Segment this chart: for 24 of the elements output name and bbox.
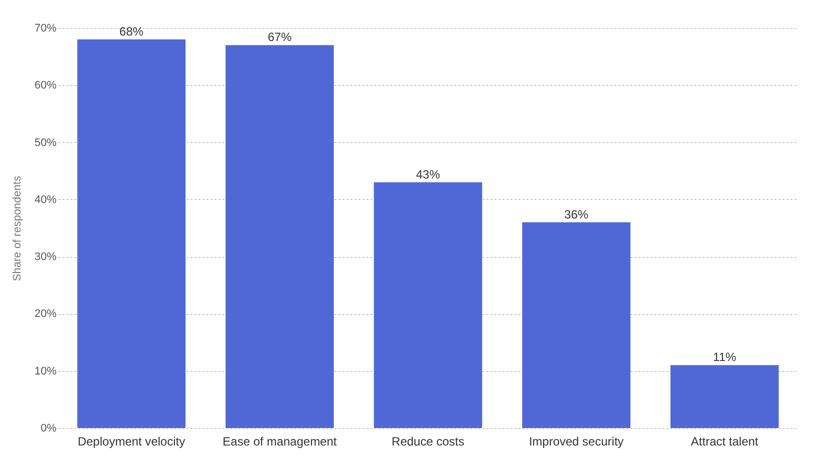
- data-label: 11%: [713, 350, 736, 364]
- y-tick-label: 40%: [34, 194, 57, 206]
- x-tick-label: Attract talent: [690, 434, 759, 448]
- x-tick-label: Ease of management: [222, 434, 338, 448]
- y-tick-label: 30%: [34, 251, 57, 264]
- x-tick-label: Deployment velocity: [78, 434, 186, 448]
- y-tick-label: 60%: [34, 80, 57, 92]
- x-tick-label: Reduce costs: [392, 434, 464, 448]
- data-label: 68%: [119, 24, 144, 38]
- bar: [522, 222, 630, 428]
- y-tick-label: 70%: [34, 22, 57, 34]
- x-tick-label: Improved security: [528, 434, 624, 448]
- data-label: 67%: [268, 30, 292, 44]
- bar: [77, 39, 186, 428]
- y-tick-label: 50%: [34, 136, 57, 149]
- data-label: 36%: [564, 207, 589, 222]
- bar: [670, 365, 779, 428]
- bar: [374, 182, 482, 428]
- bar: [226, 45, 334, 428]
- y-tick-label: 0%: [40, 422, 57, 434]
- y-axis-title: Share of respondents: [11, 175, 24, 282]
- y-tick-label: 10%: [34, 365, 57, 378]
- data-label: 43%: [416, 167, 440, 182]
- y-tick-label: 20%: [34, 308, 57, 320]
